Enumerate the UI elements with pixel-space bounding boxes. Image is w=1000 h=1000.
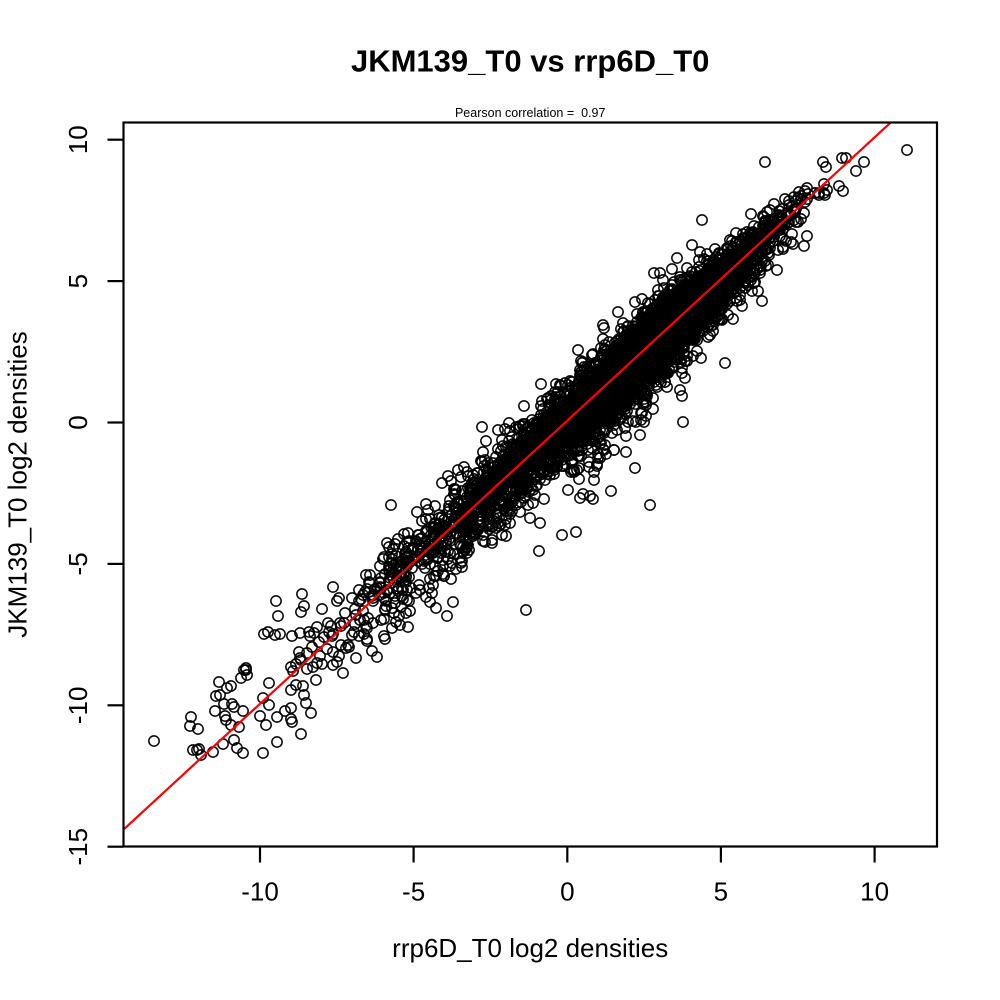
svg-text:0: 0 bbox=[63, 415, 93, 429]
svg-text:JKM139_T0 log2 densities: JKM139_T0 log2 densities bbox=[3, 331, 33, 637]
svg-text:Pearson correlation = 0.97: Pearson correlation = 0.97 bbox=[455, 106, 605, 120]
svg-text:JKM139_T0 vs rrp6D_T0: JKM139_T0 vs rrp6D_T0 bbox=[351, 44, 709, 79]
svg-text:5: 5 bbox=[714, 877, 728, 907]
svg-text:5: 5 bbox=[63, 274, 93, 288]
svg-text:10: 10 bbox=[63, 125, 93, 154]
svg-text:rrp6D_T0 log2 densities: rrp6D_T0 log2 densities bbox=[392, 933, 668, 963]
svg-text:-5: -5 bbox=[63, 552, 93, 575]
svg-text:-15: -15 bbox=[63, 828, 93, 866]
svg-text:-10: -10 bbox=[63, 687, 93, 725]
svg-text:-5: -5 bbox=[402, 877, 425, 907]
svg-text:-10: -10 bbox=[241, 877, 279, 907]
svg-text:10: 10 bbox=[860, 877, 889, 907]
svg-text:0: 0 bbox=[560, 877, 574, 907]
